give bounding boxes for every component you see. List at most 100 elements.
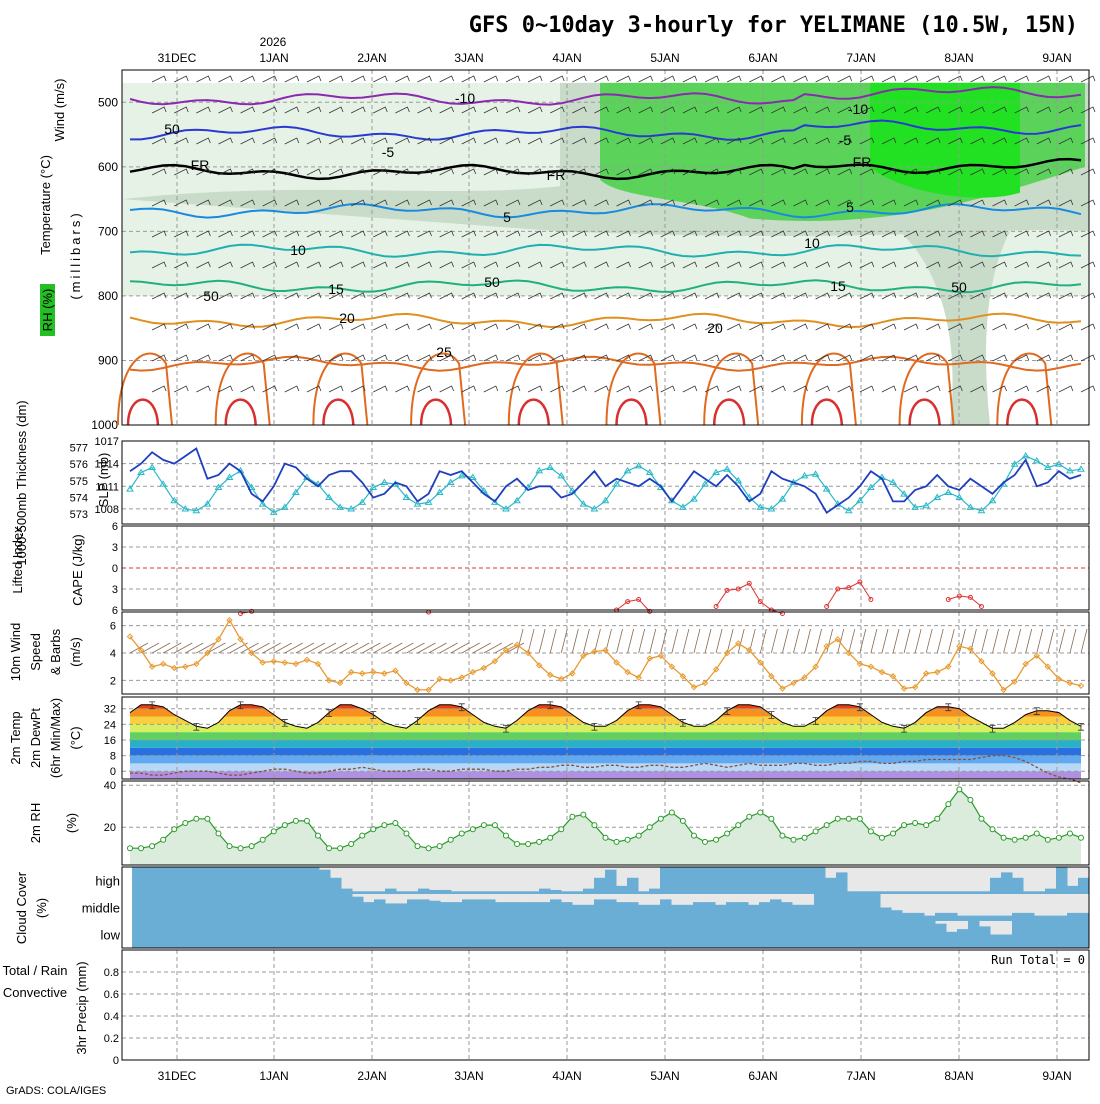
temp-tick: 24 <box>104 719 116 731</box>
wind-speed-point <box>956 642 963 650</box>
wind-barb <box>616 323 631 331</box>
cloud-bar-low <box>407 921 419 948</box>
cloud-bar-high <box>341 888 353 894</box>
wind-barb <box>948 168 963 176</box>
surface-wind-barb <box>627 628 635 654</box>
wind-barb <box>439 323 454 331</box>
thickness-point <box>811 470 820 477</box>
cloud-bar-high <box>363 891 375 894</box>
wind-barb <box>174 354 189 362</box>
wind-barb <box>749 385 764 393</box>
wind-speed-point <box>679 673 687 680</box>
cloud-bar-high <box>737 867 749 894</box>
surface-wind-barb <box>837 628 845 654</box>
wind-barb <box>638 292 654 300</box>
surface-wind-barb <box>1003 628 1010 654</box>
wind-barb <box>439 106 454 114</box>
wind-tick: 2 <box>110 675 116 687</box>
cloud-bar-high <box>913 891 925 894</box>
wind-barb <box>395 230 410 238</box>
wind-barb <box>196 261 211 269</box>
cloud-bar-low <box>517 921 529 948</box>
date-label-bottom: 31DEC <box>158 1069 197 1083</box>
wind-speed-point <box>867 663 875 670</box>
wind-barb <box>1036 261 1052 269</box>
wind-barb <box>771 292 786 300</box>
wind-barb <box>948 137 963 145</box>
wind-barb <box>594 354 609 362</box>
wind-barb <box>638 385 654 393</box>
wind-barb <box>815 230 830 238</box>
wind-barb <box>926 199 941 207</box>
wind-barb <box>682 230 698 238</box>
cloud-bar-high <box>1001 872 1013 894</box>
cloud-bar-low <box>847 921 859 948</box>
wind-barb <box>903 106 919 114</box>
cape-frame <box>121 525 1090 611</box>
cloud-bar-low <box>495 921 507 948</box>
wind-speed-point <box>624 668 631 676</box>
pressure-tick: 1000 <box>91 418 118 432</box>
wind-barb <box>926 323 941 331</box>
li-point <box>978 604 984 609</box>
wind-barb <box>174 75 189 83</box>
label-minmax: (6hr Min/Max) <box>48 698 63 778</box>
wind-barb <box>527 168 543 176</box>
date-label-top: 8JAN <box>944 51 973 65</box>
cloud-bar-low <box>660 921 672 948</box>
wind-barb <box>527 230 543 238</box>
rh-point <box>1066 830 1073 837</box>
wind-barb <box>594 230 609 238</box>
wind-barb <box>837 385 853 393</box>
date-label-top: 3JAN <box>454 51 483 65</box>
wind-barb <box>1080 168 1096 176</box>
wind-barb <box>196 199 211 207</box>
cloud-bar-low <box>715 921 727 948</box>
rh-frame <box>121 780 1090 866</box>
cloud-row-label: high <box>95 874 120 889</box>
isotherm-25 <box>129 355 1082 372</box>
wind-barb <box>1080 261 1096 269</box>
surface-wind-barb <box>793 628 800 654</box>
cloud-bar-low <box>594 921 606 948</box>
wind-barb <box>926 168 941 176</box>
thickness-point <box>767 505 776 512</box>
cloud-bar-low <box>209 921 221 948</box>
wind-barb <box>439 230 454 238</box>
surface-wind-barb <box>881 628 889 654</box>
wind-barb <box>395 106 410 114</box>
wind-barb <box>1014 75 1030 83</box>
temp-minmax-bar <box>326 709 333 717</box>
wind-barb <box>638 75 654 83</box>
cloud-bar-middle <box>880 907 892 921</box>
wind-barb <box>926 106 941 114</box>
wind-barb <box>550 323 565 331</box>
contour-label: FR <box>853 154 872 170</box>
wind-barb <box>284 261 300 269</box>
wind-barb <box>793 323 808 331</box>
wind-barb <box>992 137 1007 145</box>
rh-point <box>403 830 410 837</box>
rh-point <box>657 815 664 822</box>
cloud-bar-high <box>803 867 815 894</box>
wind-speed-point <box>215 636 222 643</box>
wind-barb <box>771 323 786 331</box>
cloud-bar-middle <box>275 894 287 921</box>
cloud-bar-middle <box>605 899 617 921</box>
slp-frame <box>121 440 1090 525</box>
surface-wind-barb <box>737 628 745 654</box>
cloud-bar-middle <box>594 899 606 921</box>
wind-barb <box>1036 106 1052 114</box>
date-label-top: 7JAN <box>846 51 875 65</box>
date-label-top: 4JAN <box>552 51 581 65</box>
surface-wind-barb <box>417 642 436 654</box>
cloud-bar-low <box>671 921 683 948</box>
temp-minmax-bar <box>237 701 244 710</box>
precip-frame <box>121 949 1090 1061</box>
wind-speed-point <box>491 657 499 665</box>
cloud-bar-middle <box>803 904 815 921</box>
wind-speed-point <box>425 686 432 694</box>
wind-barb <box>726 199 742 207</box>
cloud-bar-middle <box>506 902 518 921</box>
wind-barb <box>240 106 255 114</box>
